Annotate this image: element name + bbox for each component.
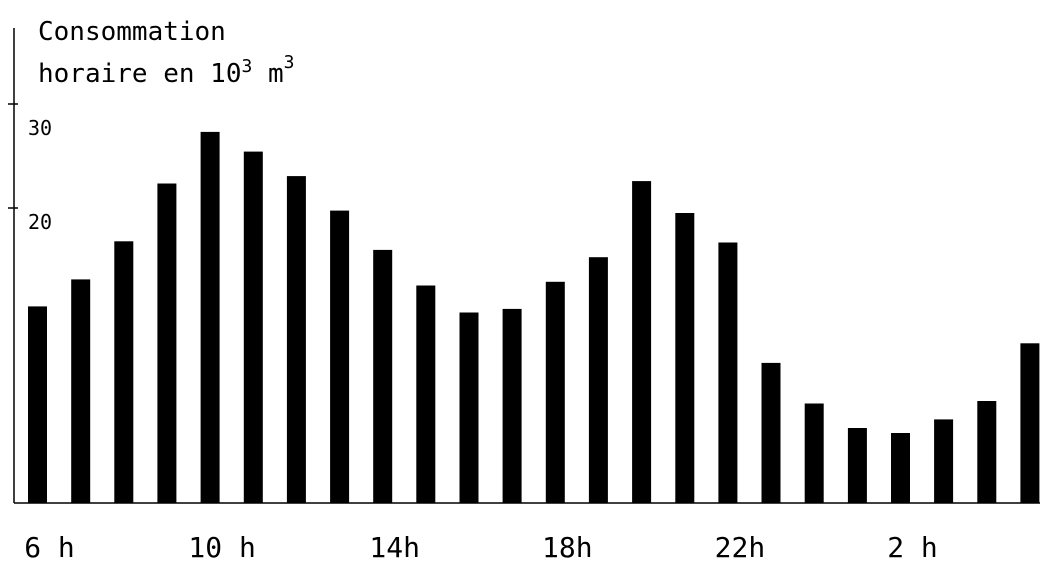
bar [200,131,220,503]
y-tick-label: 30 [28,116,52,140]
bar [632,181,652,503]
bar [588,257,608,503]
bar [157,183,177,503]
x-tick-label: 14h [369,531,420,562]
bar [28,306,47,503]
bar [804,403,824,503]
x-tick-label: 6 h [24,531,75,562]
bar [459,312,479,503]
y-axis-title-line2: horaire en 103 m3 [38,52,295,89]
bar [977,401,997,503]
bar [718,242,738,503]
bar [330,210,350,503]
y-axis-title-unit: m [252,59,283,89]
x-tick-label: 22h [715,531,766,562]
bar [114,241,134,504]
y-axis-title-exponent-2: 3 [284,52,295,73]
x-tick-label: 2 h [887,531,938,562]
bar [416,285,436,503]
bar [545,281,565,503]
x-tick-label: 10 h [188,531,255,562]
x-tick-label: 18h [542,531,593,562]
bar [71,279,91,503]
y-tick-label: 20 [28,210,52,234]
bar [1020,343,1040,503]
y-axis-title-exponent-1: 3 [242,56,253,77]
y-axis-title-line1: Consommation [38,17,226,47]
bar [286,176,306,503]
y-axis-title-prefix: horaire en 10 [38,59,242,89]
bar [373,249,393,503]
bar [243,151,263,503]
bar [675,213,695,503]
bar [502,308,522,503]
bar [847,428,867,503]
bar [891,433,910,503]
bar [934,419,954,503]
bar [761,362,781,503]
